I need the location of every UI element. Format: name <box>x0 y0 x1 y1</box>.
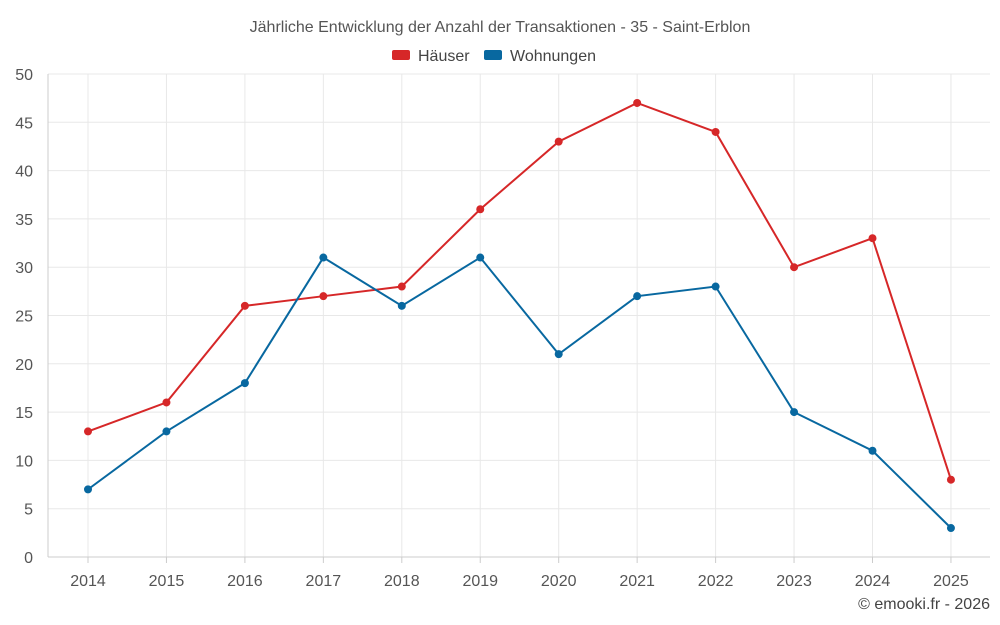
data-point-haeuser[interactable] <box>84 427 92 436</box>
legend-swatch-haeuser <box>392 50 410 60</box>
data-point-haeuser[interactable] <box>162 398 171 407</box>
x-tick-label: 2017 <box>306 573 342 590</box>
data-point-wohnungen[interactable] <box>790 408 799 417</box>
data-point-wohnungen[interactable] <box>84 485 92 494</box>
y-tick-label: 30 <box>15 260 33 277</box>
y-tick-label: 40 <box>15 164 33 181</box>
x-tick-label: 2015 <box>149 573 185 590</box>
data-point-wohnungen[interactable] <box>476 253 485 262</box>
grid <box>48 73 990 557</box>
data-point-wohnungen[interactable] <box>633 292 642 301</box>
y-tick-label: 5 <box>24 502 33 519</box>
series-line-haeuser <box>87 101 952 481</box>
y-tick-label: 50 <box>15 67 33 84</box>
data-point-wohnungen[interactable] <box>946 524 955 533</box>
y-tick-label: 0 <box>24 550 33 567</box>
data-point-wohnungen[interactable] <box>319 253 328 262</box>
y-tick-label: 35 <box>15 212 33 229</box>
x-tick-label: 2021 <box>619 573 655 590</box>
data-point-wohnungen[interactable] <box>162 427 171 436</box>
x-tick-label: 2014 <box>70 573 106 590</box>
data-point-haeuser[interactable] <box>790 263 799 272</box>
x-tick-label: 2016 <box>227 573 263 590</box>
x-tick-label: 2022 <box>698 573 734 590</box>
y-tick-label: 25 <box>15 309 33 326</box>
data-point-haeuser[interactable] <box>397 282 406 291</box>
series-line-wohnungen <box>87 256 952 529</box>
data-point-wohnungen[interactable] <box>397 301 406 310</box>
data-point-haeuser[interactable] <box>633 98 642 107</box>
legend-item-wohnungen[interactable]: Wohnungen <box>484 48 596 65</box>
data-point-haeuser[interactable] <box>554 137 563 146</box>
chart-title: Jährliche Entwicklung der Anzahl der Tra… <box>250 19 751 36</box>
x-tick-label: 2019 <box>462 573 498 590</box>
data-point-haeuser[interactable] <box>946 475 955 484</box>
data-point-haeuser[interactable] <box>319 292 328 301</box>
data-point-wohnungen[interactable] <box>240 379 249 388</box>
y-tick-label: 15 <box>15 405 33 422</box>
data-point-haeuser[interactable] <box>240 301 249 310</box>
y-tick-label: 20 <box>15 357 33 374</box>
legend-swatch-wohnungen <box>484 50 502 60</box>
x-tick-label: 2020 <box>541 573 577 590</box>
legend: Häuser Wohnungen <box>392 48 596 65</box>
data-point-wohnungen[interactable] <box>711 282 720 291</box>
legend-item-haeuser[interactable]: Häuser <box>392 48 470 65</box>
data-point-haeuser[interactable] <box>868 234 877 243</box>
series-group <box>84 98 955 533</box>
x-tick-label: 2018 <box>384 573 420 590</box>
x-tick-label: 2025 <box>933 573 969 590</box>
x-tick-label: 2024 <box>855 573 891 590</box>
credit-text: © emooki.fr - 2026 <box>858 596 990 613</box>
data-point-haeuser[interactable] <box>711 127 720 136</box>
y-tick-label: 45 <box>15 115 33 132</box>
data-point-wohnungen[interactable] <box>554 350 563 359</box>
data-point-haeuser[interactable] <box>476 205 485 214</box>
legend-label-haeuser: Häuser <box>418 48 470 65</box>
legend-label-wohnungen: Wohnungen <box>510 48 596 65</box>
y-tick-label: 10 <box>15 453 33 470</box>
data-point-wohnungen[interactable] <box>868 446 877 455</box>
x-tick-label: 2023 <box>776 573 812 590</box>
